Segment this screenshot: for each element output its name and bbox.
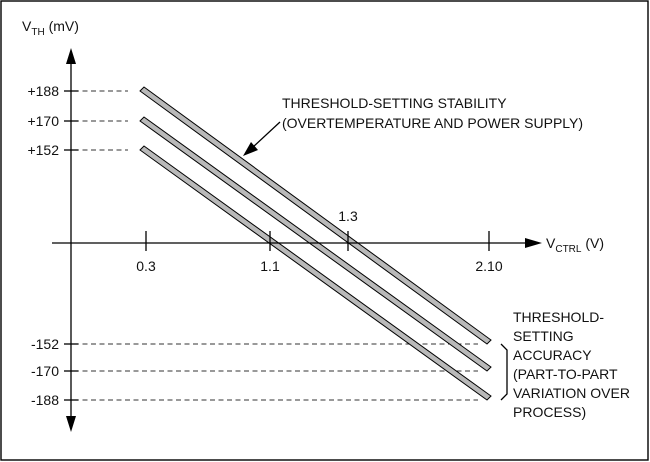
y-tick-label: +152 xyxy=(27,142,59,158)
accuracy-annotation-line-4: (PART-TO-PART xyxy=(513,366,618,382)
y-axis-arrow-down xyxy=(66,416,76,432)
accuracy-annotation-line-3: ACCURACY xyxy=(513,347,592,363)
y-tick-label: -152 xyxy=(31,336,59,352)
x-tick-label: 2.10 xyxy=(475,258,502,274)
threshold-band-upper xyxy=(139,86,492,345)
accuracy-annotation-line-5: VARIATION OVER xyxy=(513,385,630,401)
threshold-band-lower xyxy=(139,145,492,401)
y-axis-arrow-up xyxy=(66,48,76,64)
y-tick-label: -170 xyxy=(31,363,59,379)
accuracy-annotation-line-1: THRESHOLD- xyxy=(513,309,604,325)
y-axis-title: VTH (mV) xyxy=(22,18,79,38)
x-axis-arrow xyxy=(525,238,542,248)
accuracy-annotation-line-6: PROCESS) xyxy=(513,404,586,420)
x-tick-label: 1.1 xyxy=(260,258,280,274)
stability-annotation-line-2: (OVERTEMPERATURE AND POWER SUPPLY) xyxy=(282,115,583,131)
accuracy-bracket xyxy=(500,343,508,401)
stability-pointer-line xyxy=(252,121,281,148)
y-tick-label: +188 xyxy=(27,83,59,99)
threshold-band-middle xyxy=(139,116,492,372)
stability-annotation-line-1: THRESHOLD-SETTING STABILITY xyxy=(282,95,507,111)
stability-pointer-arrowhead xyxy=(243,142,258,156)
x-axis-title: VCTRL (V) xyxy=(546,235,604,255)
accuracy-annotation-line-2: SETTING xyxy=(513,328,574,344)
x-tick-label: 0.3 xyxy=(136,258,156,274)
x-tick-label: 1.3 xyxy=(338,208,358,224)
y-tick-label: +170 xyxy=(27,113,59,129)
y-tick-label: -188 xyxy=(31,392,59,408)
